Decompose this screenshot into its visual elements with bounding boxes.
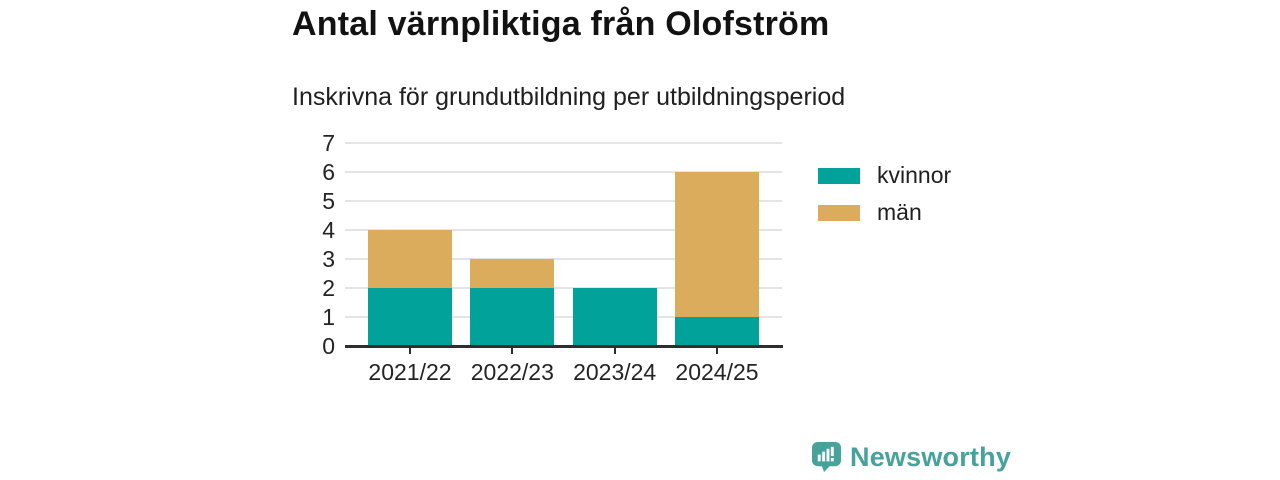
x-axis-category-label: 2021/22 (368, 359, 452, 385)
bar-segment-kvinnor-2023/24 (572, 288, 657, 346)
y-axis-tick-label: 2 (322, 275, 335, 301)
bar-segment-män-2022/23 (470, 259, 555, 288)
bar-segment-kvinnor-2024/25 (675, 317, 759, 346)
y-axis-tick-label: 7 (322, 130, 335, 156)
chart-title: Antal värnpliktiga från Olofström (292, 5, 830, 43)
bar-segment-kvinnor-2021/22 (368, 288, 452, 346)
bar-segment-män-2021/22 (368, 230, 452, 288)
y-axis-tick-label: 3 (322, 246, 335, 272)
x-axis-category-label: 2023/24 (573, 359, 657, 385)
legend: kvinnor män (818, 164, 951, 238)
x-axis-category-label: 2024/25 (675, 359, 759, 385)
y-axis-tick-label: 4 (322, 217, 335, 243)
chart-subtitle: Inskrivna för grundutbildning per utbild… (292, 83, 846, 111)
x-axis-tick-mark (511, 348, 514, 354)
x-axis-tick-mark (409, 348, 411, 354)
newsworthy-logo: Newsworthy (811, 441, 1011, 473)
legend-swatch-män (818, 204, 860, 221)
gridline-y6 (345, 171, 782, 173)
x-axis-category-label: 2022/23 (470, 359, 554, 385)
x-axis-tick-mark (613, 348, 616, 354)
gridline-y3 (345, 258, 782, 260)
gridline-y4 (345, 229, 782, 231)
gridline-y2 (345, 287, 782, 289)
legend-swatch-kvinnor (818, 167, 860, 184)
newsworthy-wordmark: Newsworthy (850, 441, 1012, 472)
bar-segment-män-2024/25 (675, 172, 759, 317)
gridline-y5 (345, 200, 782, 202)
gridline-y7 (345, 142, 782, 144)
y-axis-tick-label: 6 (322, 159, 335, 185)
gridline-y1 (345, 316, 782, 318)
y-axis-tick-label: 5 (322, 188, 335, 214)
newsworthy-speech-bubble-bar-chart-icon (811, 441, 842, 473)
bar-segment-kvinnor-2022/23 (470, 288, 555, 346)
x-axis-line (345, 345, 783, 348)
y-axis-tick-label: 1 (322, 304, 335, 330)
x-axis-tick-mark (716, 348, 718, 354)
legend-item-kvinnor: kvinnor (818, 164, 951, 187)
legend-item-män: män (818, 201, 951, 224)
legend-label-kvinnor: kvinnor (877, 162, 952, 188)
y-axis-tick-label: 0 (322, 333, 335, 359)
legend-label-män: män (877, 199, 922, 225)
